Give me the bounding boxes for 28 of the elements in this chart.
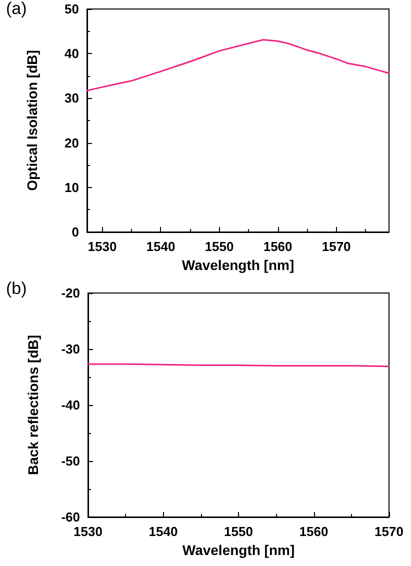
- y-tick-label: -50: [61, 454, 80, 468]
- x-axis-title: Wavelength [nm]: [182, 542, 295, 558]
- y-axis-title: Optical Isolation [dB]: [24, 50, 40, 191]
- x-tick-label: 1560: [263, 239, 292, 254]
- x-tick-label: 1560: [299, 524, 328, 539]
- line-series: [86, 39, 390, 92]
- y-tick-label: 20: [64, 135, 79, 150]
- y-tick-label: -20: [61, 286, 80, 300]
- y-tick-label: 0: [72, 224, 79, 240]
- x-tick-label: 1570: [322, 239, 351, 254]
- x-tick-label: 1530: [88, 239, 117, 254]
- y-tick-label: -60: [61, 510, 80, 524]
- x-axis-title: Wavelength [nm]: [182, 257, 294, 273]
- y-tick-label: 50: [64, 2, 79, 16]
- y-tick-label: 10: [64, 180, 79, 195]
- y-tick-label: -40: [61, 398, 80, 412]
- x-tick-label: 1550: [224, 524, 253, 539]
- y-axis-title: Back reflections [dB]: [25, 334, 41, 476]
- y-tick-label: 30: [64, 90, 79, 106]
- x-tick-label: 1530: [74, 524, 102, 539]
- x-tick-label: 1540: [148, 524, 178, 539]
- text: (b): [6, 279, 27, 298]
- x-tick-label: 1550: [204, 239, 234, 254]
- y-tick-label: -30: [61, 342, 80, 356]
- y-tick-label: 40: [64, 46, 79, 62]
- x-tick-label: 1570: [374, 524, 404, 539]
- x-tick-label: 1540: [146, 239, 176, 254]
- text: (a): [6, 0, 27, 18]
